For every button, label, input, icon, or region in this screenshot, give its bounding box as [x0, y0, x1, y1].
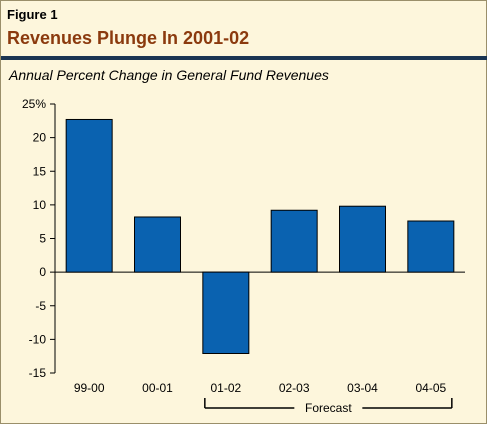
bar-99-00 — [65, 118, 113, 273]
y-tick-label: 5 — [39, 232, 46, 246]
y-tick-label: 10 — [33, 198, 47, 212]
y-tick-label: -10 — [29, 332, 47, 346]
chart-labels: -15 -10 -5 0 5 10 15 20 25% 99-00 00-01 01-02 02-03 0… — [22, 97, 447, 395]
bar-02-03 — [270, 209, 318, 273]
x-tick-label: 04-05 — [415, 381, 446, 395]
figure-label: Figure 1 — [7, 7, 58, 22]
chart-bars — [65, 118, 455, 354]
figure-title: Revenues Plunge In 2001-02 — [7, 28, 250, 48]
y-tick-label: 20 — [33, 131, 47, 145]
x-tick-label: 03-04 — [347, 381, 378, 395]
forecast-annotation: Forecast — [204, 398, 453, 415]
y-tick-label: 25% — [22, 97, 46, 111]
x-tick-label: 00-01 — [142, 381, 173, 395]
y-tick-label: -5 — [35, 299, 46, 313]
bar-04-05 — [407, 220, 455, 273]
x-tick-label: 02-03 — [279, 381, 310, 395]
x-tick-label: 01-02 — [210, 381, 241, 395]
chart-subtitle: Annual Percent Change in General Fund Re… — [9, 67, 329, 83]
bar-03-04 — [339, 205, 386, 273]
chart-axes — [50, 103, 465, 374]
y-tick-label: 15 — [33, 164, 47, 178]
y-tick-label: -15 — [29, 366, 47, 380]
bar-00-01 — [134, 216, 181, 273]
forecast-label: Forecast — [305, 401, 352, 415]
y-tick-label: 0 — [39, 265, 46, 279]
bar-01-02 — [202, 271, 250, 354]
title-divider — [1, 56, 487, 60]
x-tick-label: 99-00 — [74, 381, 105, 395]
